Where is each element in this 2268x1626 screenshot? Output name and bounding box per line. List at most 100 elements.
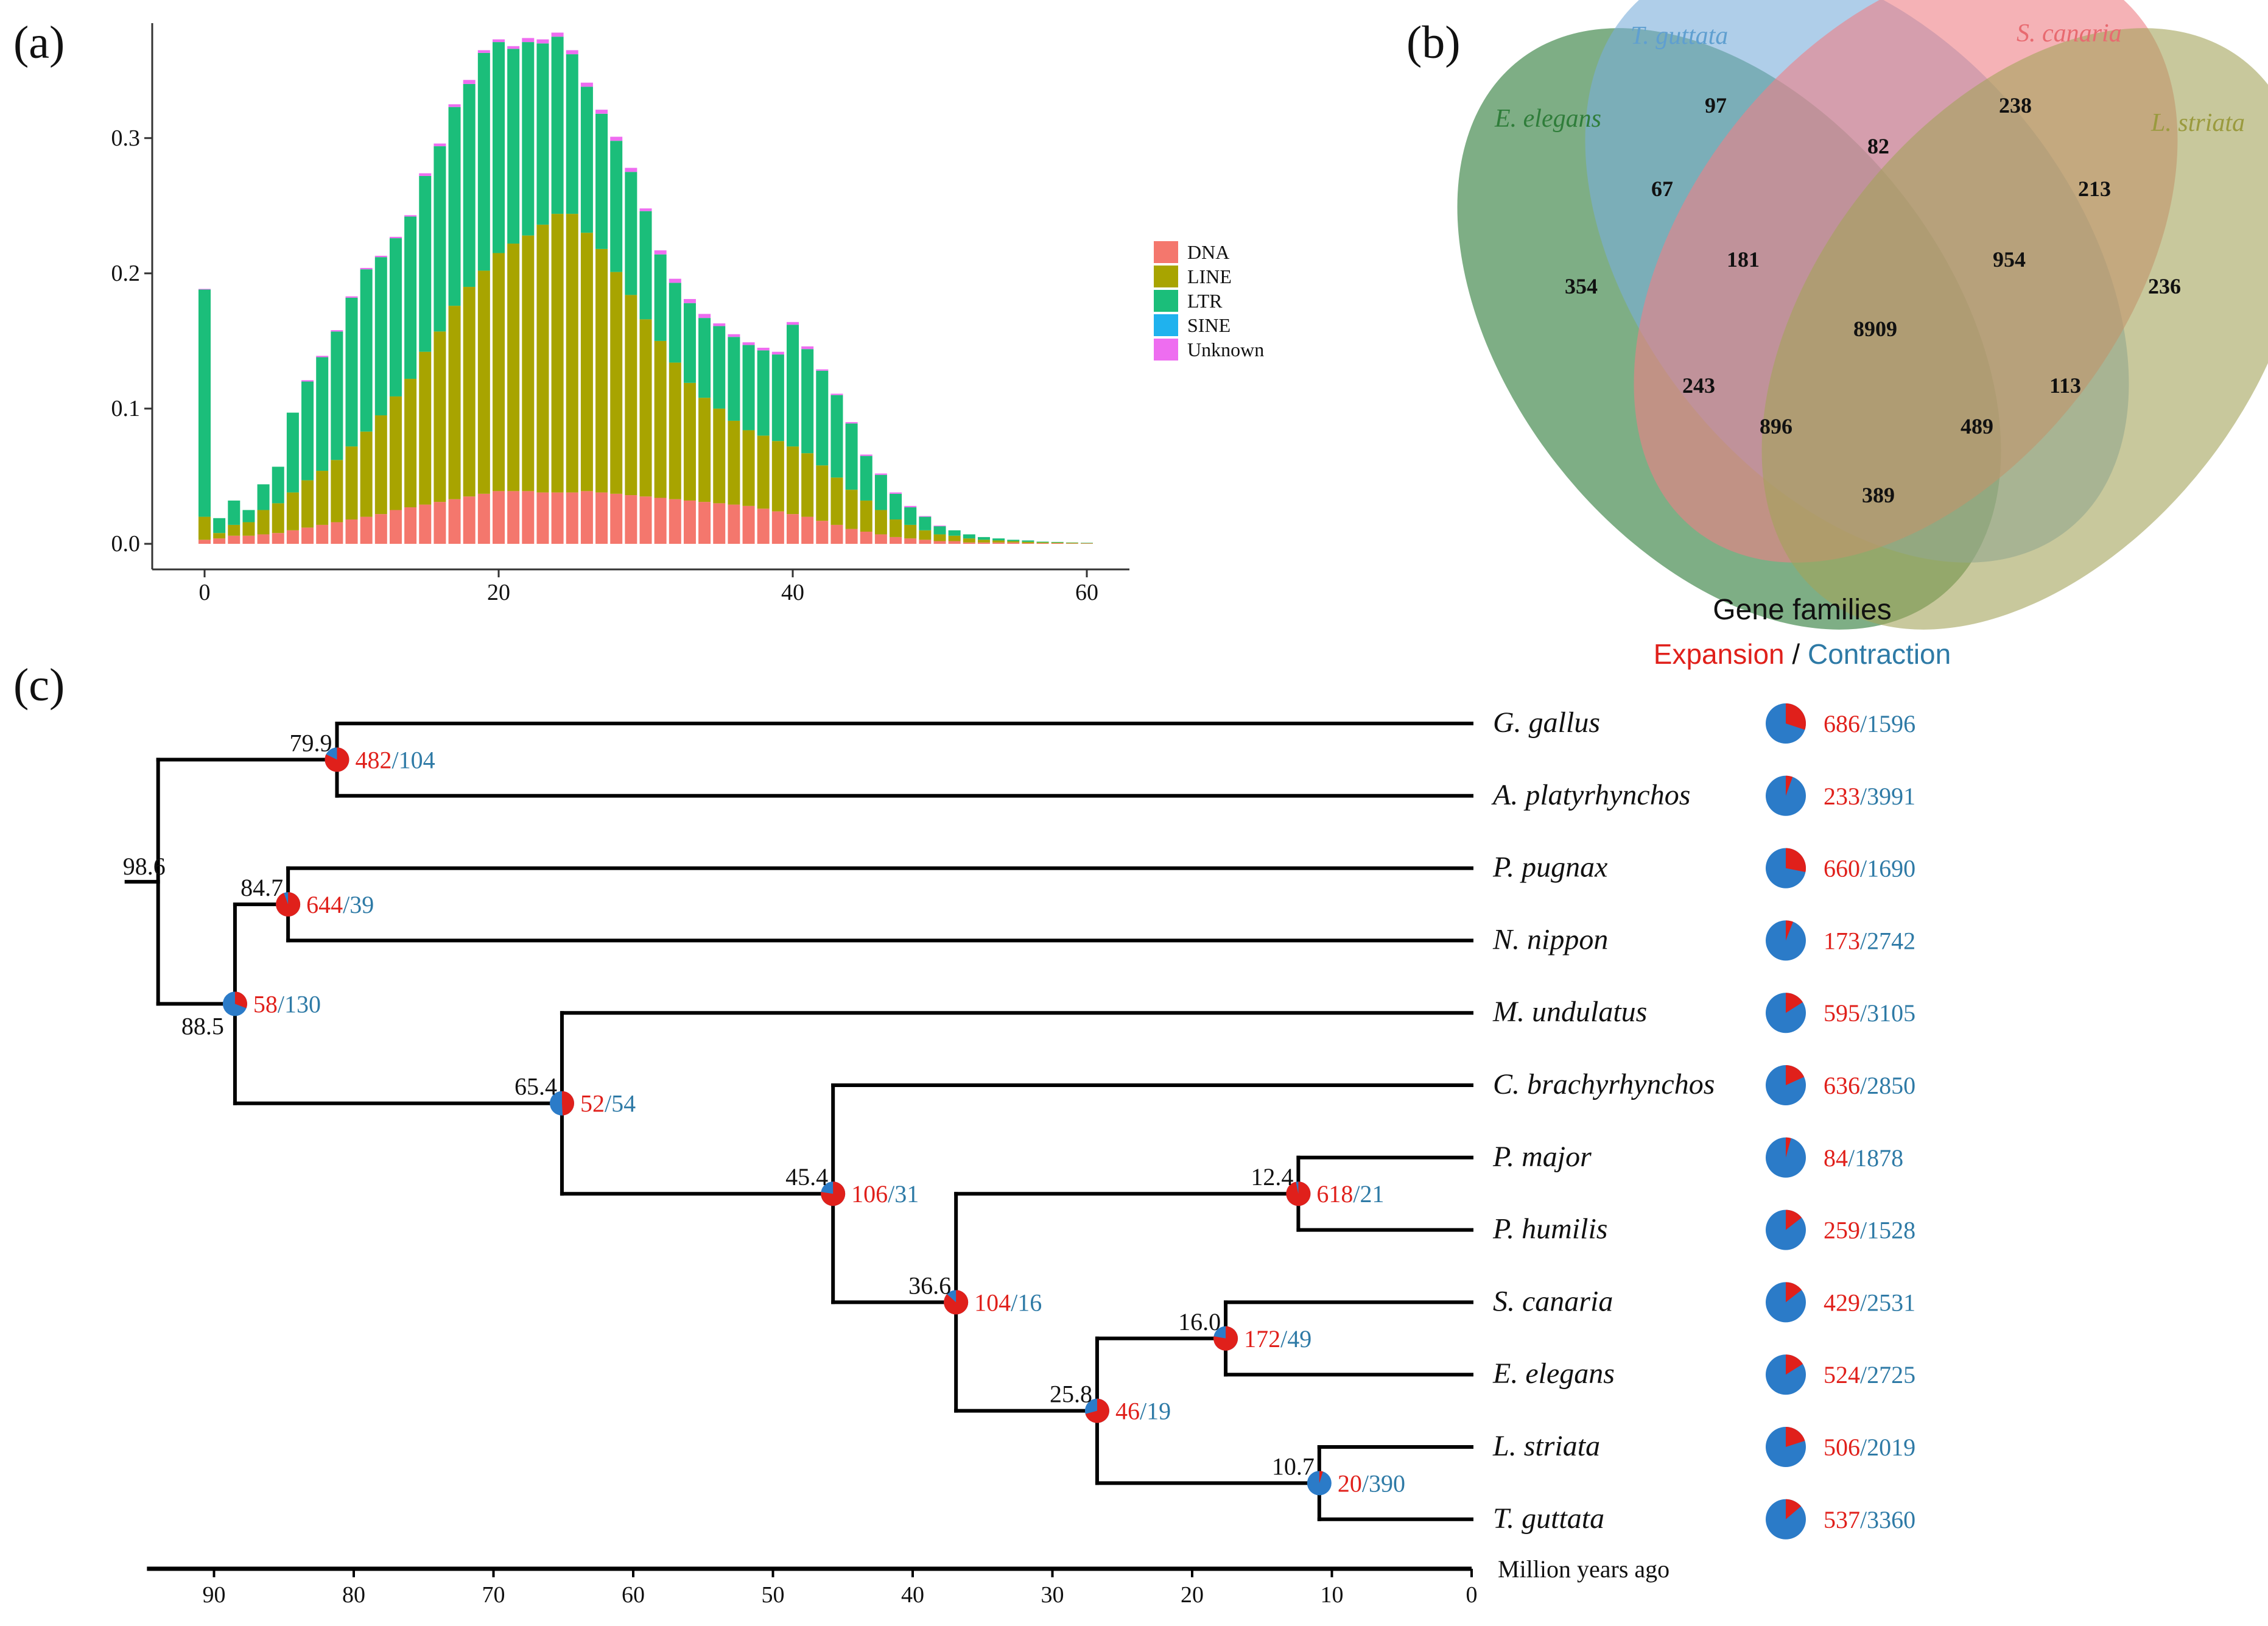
bar-unknown-32 <box>669 278 681 283</box>
bar-line-48 <box>904 524 917 539</box>
bar-ltr-6 <box>286 412 299 493</box>
bar-unknown-36 <box>728 334 740 337</box>
bar-dna-53 <box>977 542 990 544</box>
y-tick-label: 0.1 <box>111 396 141 421</box>
tip-slash: / <box>1860 1361 1867 1388</box>
tip-counts: 524/2725 <box>1824 1361 1915 1388</box>
bar-unknown-9 <box>331 330 343 332</box>
node-contraction-count: 39 <box>349 891 374 918</box>
bar-unknown-8 <box>316 356 329 357</box>
bar-ltr-34 <box>698 318 711 398</box>
bar-dna-43 <box>830 524 843 544</box>
venn-count-t-s-l: 954 <box>1993 247 2026 272</box>
bar-dna-50 <box>933 541 946 544</box>
bar-dna-45 <box>860 532 872 544</box>
venn-count-e-t: 67 <box>1651 177 1673 201</box>
bar-unknown-18 <box>463 80 476 84</box>
node-age-n6: 12.4 <box>1251 1163 1293 1191</box>
tip-counts: 84/1878 <box>1824 1144 1903 1172</box>
venn-count-e-only: 354 <box>1565 274 1598 298</box>
node-counts-n9: 46/19 <box>1115 1398 1171 1425</box>
bar-unknown-26 <box>580 82 593 87</box>
bar-line-40 <box>787 446 799 515</box>
bar-dna-12 <box>374 514 387 544</box>
bar-dna-22 <box>522 491 535 544</box>
node-pie-n3 <box>222 991 247 1016</box>
tip-pie <box>1766 1499 1806 1540</box>
bar-ltr-27 <box>595 113 608 249</box>
legend-contraction: Contraction <box>1808 638 1951 670</box>
tip-expansion-count: 506 <box>1824 1434 1860 1461</box>
bar-line-39 <box>771 441 784 512</box>
tip-slash: / <box>1860 999 1867 1027</box>
bar-dna-14 <box>404 507 417 544</box>
tip-expansion-count: 660 <box>1824 855 1860 882</box>
node-age-n2: 84.7 <box>240 874 283 901</box>
bar-ltr-12 <box>374 257 387 416</box>
bar-ltr-52 <box>963 534 975 539</box>
tip-slash: / <box>1860 927 1867 954</box>
node-pie-n4 <box>549 1091 574 1116</box>
bar-dna-11 <box>360 516 373 544</box>
bar-line-7 <box>301 480 314 528</box>
time-tick-label: 50 <box>762 1582 785 1608</box>
tip-slash: / <box>1860 710 1867 737</box>
bar-ltr-55 <box>1007 540 1020 541</box>
bar-ltr-19 <box>477 52 490 271</box>
node-slash: / <box>1353 1180 1360 1208</box>
bar-dna-37 <box>742 505 755 544</box>
node-pie-n4-expansion <box>561 1091 574 1116</box>
tip-expansion-count: 636 <box>1824 1072 1860 1099</box>
bar-line-18 <box>463 287 476 497</box>
tip-pie-expansion <box>1786 1427 1805 1447</box>
bar-dna-15 <box>419 504 432 544</box>
tip-contraction-count: 2531 <box>1867 1289 1915 1316</box>
bar-unknown-35 <box>713 323 726 326</box>
node-counts-n5: 106/31 <box>851 1180 919 1208</box>
panel-b-venn-diagram: E. elegans T. guttata S. canaria L. stri… <box>1457 0 2268 630</box>
bar-line-56 <box>1022 541 1034 543</box>
bar-line-34 <box>698 398 711 502</box>
venn-label-s-canaria: S. canaria <box>2017 19 2122 48</box>
bar-unknown-45 <box>860 454 872 456</box>
bar-ltr-17 <box>448 107 461 306</box>
bar-unknown-19 <box>477 50 490 53</box>
node-age-n1: 79.9 <box>289 729 332 756</box>
bar-unknown-25 <box>566 50 578 55</box>
tip-pie <box>1766 1427 1806 1467</box>
bar-unknown-27 <box>595 110 608 114</box>
bar-line-17 <box>448 306 461 499</box>
node-pie-n6-expansion <box>1286 1181 1311 1206</box>
bar-unknown-22 <box>522 38 535 43</box>
time-tick-label: 70 <box>482 1582 505 1608</box>
tip-expansion-count: 537 <box>1824 1506 1860 1533</box>
bar-line-43 <box>830 477 843 525</box>
node-expansion-count: 172 <box>1244 1325 1280 1353</box>
bar-dna-16 <box>434 502 446 544</box>
bar-ltr-9 <box>331 331 343 460</box>
bar-unknown-29 <box>625 167 637 172</box>
node-slash: / <box>605 1090 612 1117</box>
node-expansion-count: 46 <box>1115 1398 1140 1425</box>
bar-dna-25 <box>566 492 578 544</box>
tip-contraction-count: 3105 <box>1867 999 1915 1027</box>
tip-pie-expansion <box>1786 1499 1802 1519</box>
venn-count-e-l: 389 <box>1862 483 1895 507</box>
bar-unknown-41 <box>801 346 814 350</box>
x-tick-label: 40 <box>781 580 804 605</box>
tip-slash: / <box>1860 1289 1867 1316</box>
bar-unknown-48 <box>904 505 917 508</box>
legend-separator: / <box>1785 638 1808 670</box>
bar-line-1 <box>213 533 226 539</box>
tip-label: P. major <box>1492 1141 1592 1173</box>
tip-pie-expansion <box>1786 1065 1805 1085</box>
bar-line-52 <box>963 538 975 543</box>
bar-ltr-57 <box>1036 541 1049 543</box>
axis-ticks: 0 20 40 60 0.0 0.1 0.2 0.3 <box>111 125 1099 605</box>
bar-line-46 <box>874 510 887 535</box>
node-contraction-count: 19 <box>1146 1398 1171 1425</box>
bar-ltr-18 <box>463 83 476 287</box>
bar-ltr-24 <box>551 37 564 214</box>
tip-slash: / <box>1860 855 1867 882</box>
bar-ltr-15 <box>419 175 432 352</box>
